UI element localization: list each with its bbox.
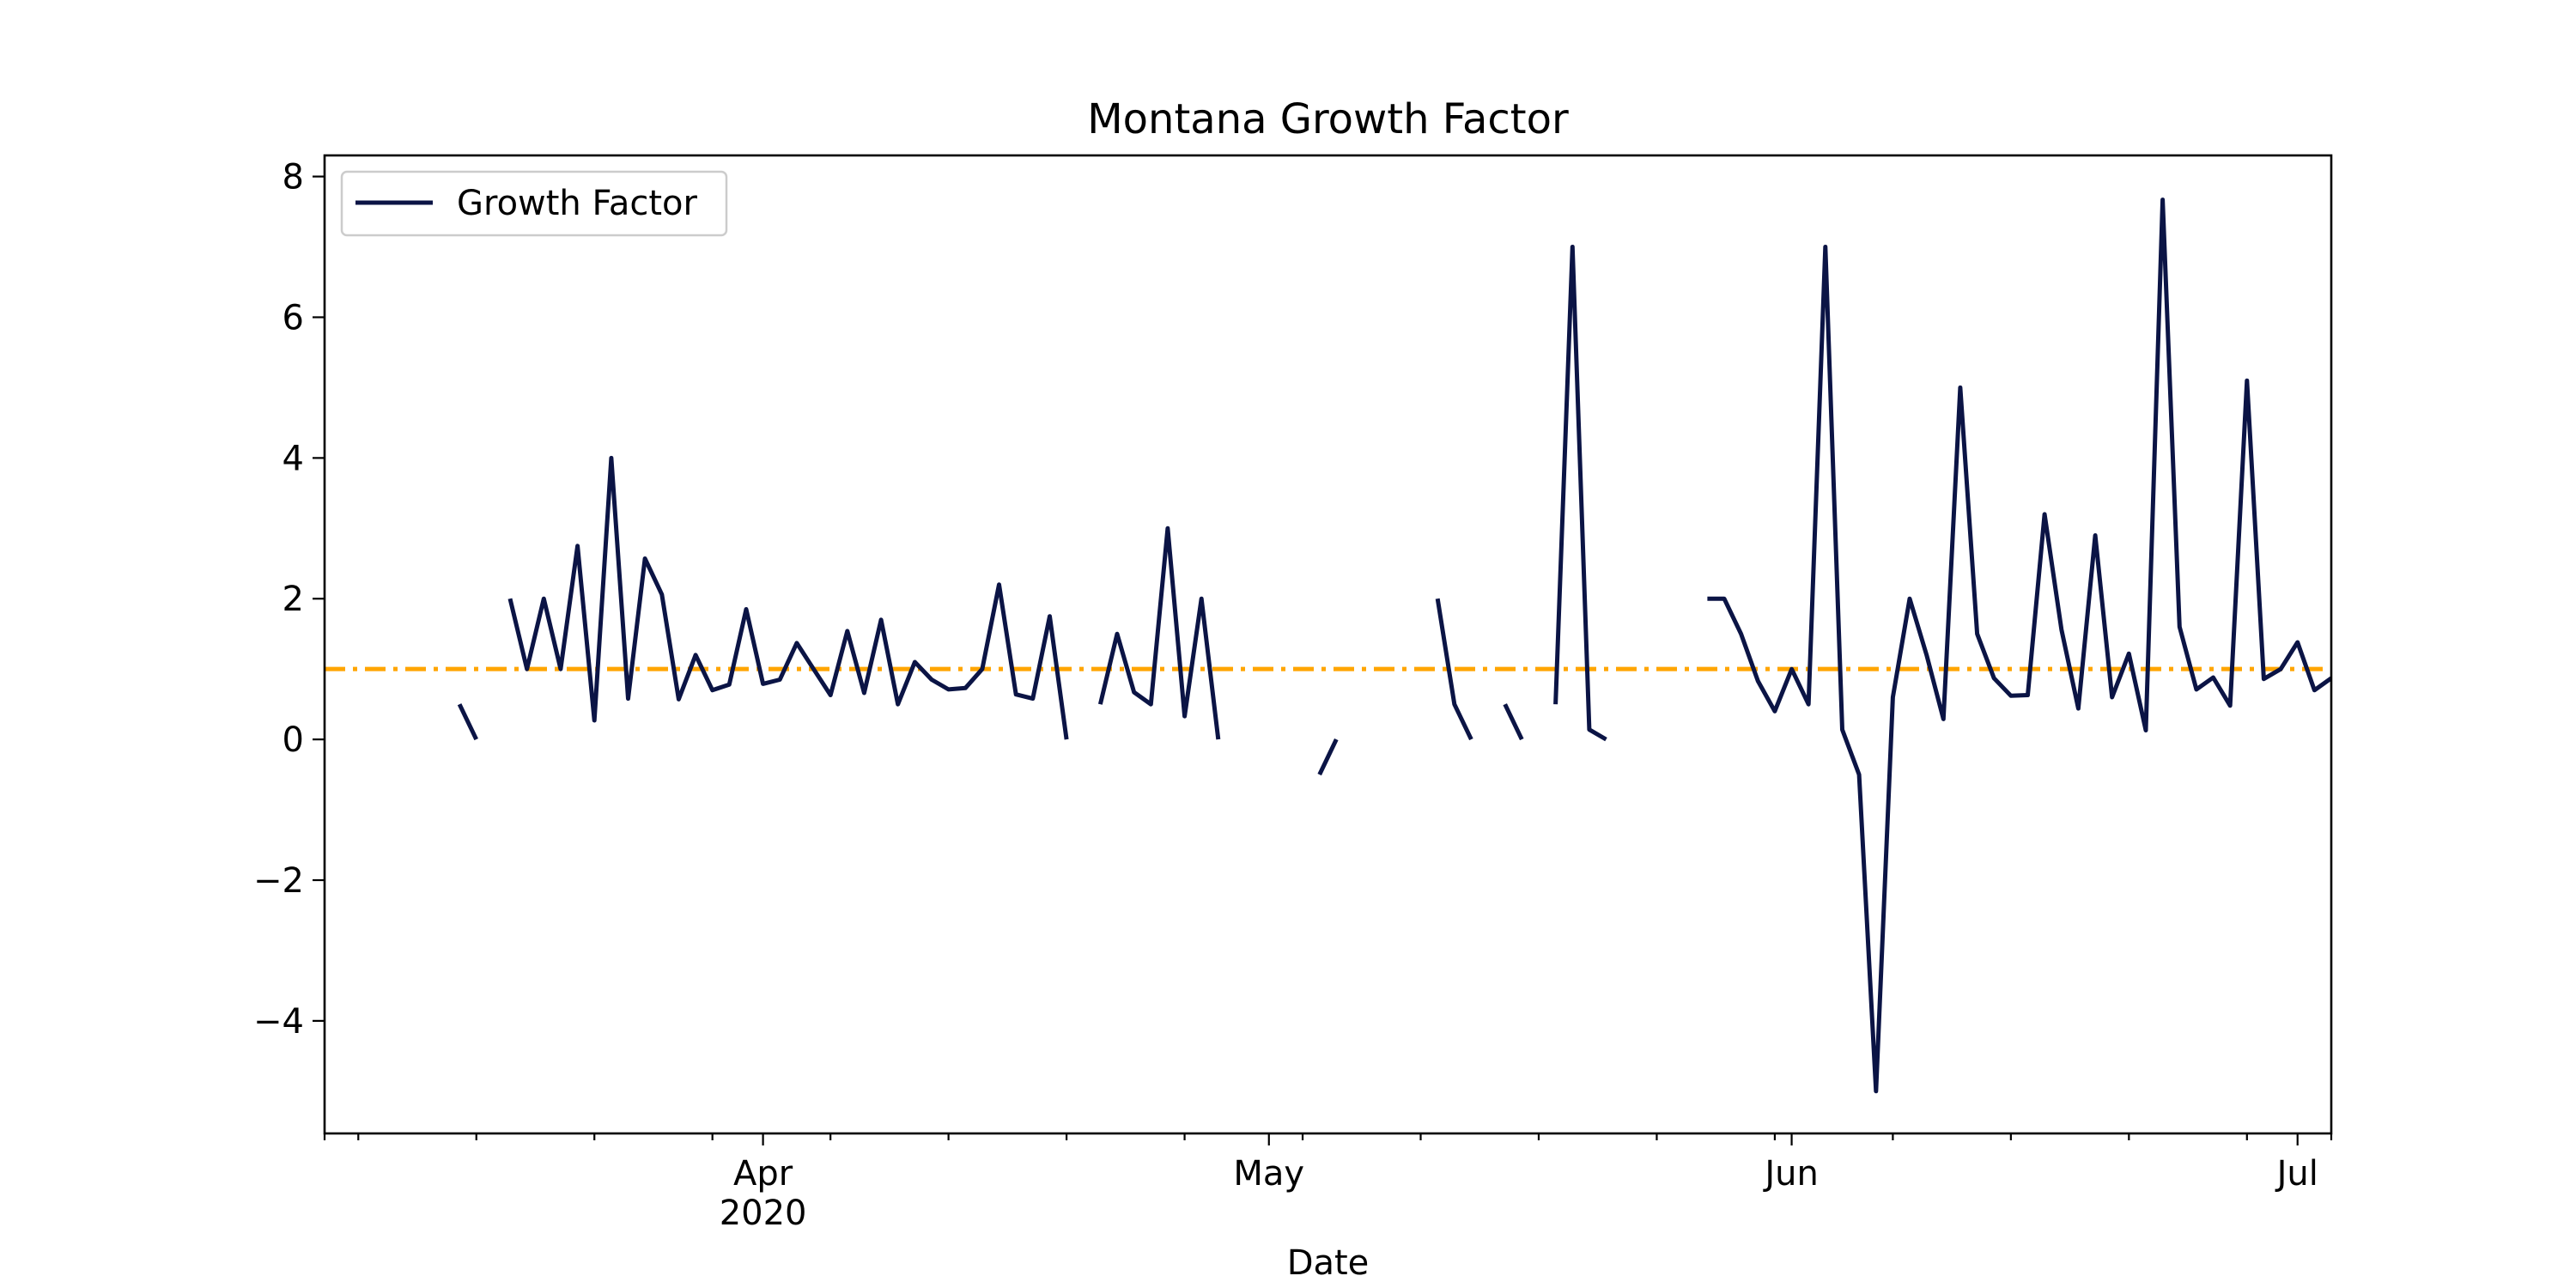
series-line-segment (1097, 526, 1221, 740)
y-tick-label: 2 (283, 580, 304, 619)
series-line-segment (507, 455, 1069, 740)
y-tick-label: −2 (253, 861, 304, 901)
y-tick-label: 0 (283, 720, 304, 760)
x-tick-label: May (1233, 1154, 1304, 1194)
series-line-segment (457, 703, 478, 741)
y-tick-label: −4 (253, 1002, 304, 1042)
y-tick-label: 6 (283, 298, 304, 337)
chart-title: Montana Growth Factor (1087, 95, 1569, 143)
x-tick-label: Jun (1762, 1154, 1819, 1194)
y-tick-label: 4 (283, 439, 304, 478)
series-line-segment (1317, 738, 1339, 776)
series-line-segment (1435, 598, 1473, 741)
legend-label-growth-factor: Growth Factor (457, 184, 697, 223)
plot-area (325, 197, 2331, 1094)
legend-box (340, 170, 728, 237)
series-line-segment (1503, 703, 1524, 741)
x-tick-label: Jul (2275, 1154, 2318, 1194)
x-tick-sublabel: 2020 (720, 1194, 807, 1233)
plot-frame (323, 154, 2333, 1135)
series-line-segment (1707, 197, 2331, 1094)
x-tick-label: Apr (733, 1154, 793, 1194)
legend: Growth Factor (340, 170, 728, 237)
y-tick-label: 8 (283, 158, 304, 197)
x-axis-label: Date (1287, 1243, 1370, 1283)
series-growth-factor (457, 197, 2331, 1094)
series-line-segment (1553, 245, 1607, 742)
